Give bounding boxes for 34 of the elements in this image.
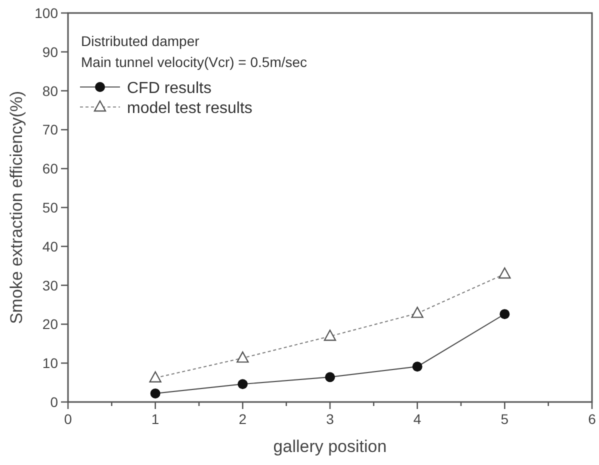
y-tick-label: 20 xyxy=(42,316,58,332)
x-axis-title: gallery position xyxy=(273,437,387,456)
legend-label: model test results xyxy=(127,100,252,117)
point xyxy=(238,379,248,390)
x-tick-label: 6 xyxy=(588,411,596,427)
annotation: Distributed damper xyxy=(81,33,200,49)
x-tick-label: 0 xyxy=(64,411,72,427)
x-tick-label: 5 xyxy=(500,411,509,427)
y-tick-label: 70 xyxy=(42,122,58,138)
x-tick-label: 3 xyxy=(326,411,334,427)
x-tick-label: 1 xyxy=(151,411,160,427)
point xyxy=(325,372,335,382)
x-tick-label: 4 xyxy=(413,411,422,427)
y-tick-label: 100 xyxy=(34,5,58,21)
y-tick-label: 90 xyxy=(42,44,58,60)
point xyxy=(236,351,249,363)
legend-label: CFD results xyxy=(127,80,212,97)
y-axis-title: Smoke extraction efficiency(%) xyxy=(7,90,26,324)
y-tick-label: 0 xyxy=(50,394,58,410)
y-tick-label: 40 xyxy=(42,238,58,254)
point xyxy=(412,362,422,372)
point xyxy=(150,388,160,398)
y-tick-label: 50 xyxy=(42,200,58,216)
point xyxy=(500,309,510,320)
y-tick-label: 30 xyxy=(42,277,58,294)
point xyxy=(411,306,424,318)
annotation: Main tunnel velocity(Vcr) = 0.5m/sec xyxy=(81,54,308,70)
y-tick-label: 80 xyxy=(42,82,58,99)
point xyxy=(324,330,336,341)
y-tick-label: 10 xyxy=(42,355,58,372)
y-tick-label: 60 xyxy=(42,160,58,177)
point xyxy=(149,371,162,382)
point xyxy=(498,267,511,279)
x-tick-label: 2 xyxy=(238,411,247,427)
